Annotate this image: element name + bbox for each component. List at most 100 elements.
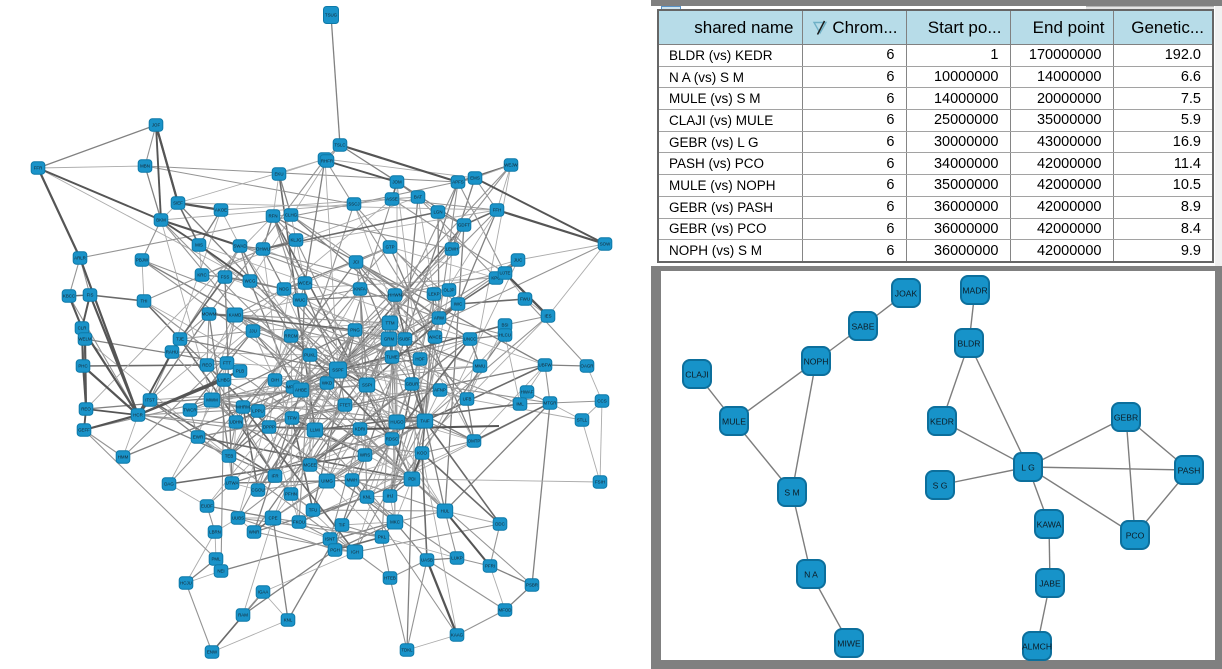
- svg-text:HCJU: HCJU: [180, 581, 192, 586]
- svg-text:FTET: FTET: [340, 403, 351, 408]
- svg-text:PLB: PLB: [236, 369, 244, 374]
- svg-text:LEKP: LEKP: [428, 292, 439, 297]
- svg-text:AKOE: AKOE: [215, 208, 227, 213]
- svg-text:NOPH: NOPH: [804, 357, 829, 367]
- svg-text:MHRM: MHRM: [236, 405, 250, 410]
- svg-text:LGN: LGN: [433, 210, 442, 215]
- svg-text:EKU: EKU: [274, 172, 283, 177]
- svg-text:MFOD: MFOD: [499, 608, 512, 613]
- svg-text:FFH: FFH: [493, 208, 502, 213]
- svg-text:FFR: FFR: [34, 166, 43, 171]
- svg-text:L G: L G: [1021, 463, 1035, 473]
- svg-text:HHWN: HHWN: [388, 293, 402, 298]
- svg-text:PUKL: PUKL: [304, 353, 316, 358]
- svg-text:TSLC: TSLC: [334, 143, 345, 148]
- svg-text:PHC: PHC: [78, 364, 87, 369]
- svg-text:BKM: BKM: [156, 218, 166, 223]
- svg-text:BLDR: BLDR: [958, 339, 981, 349]
- svg-text:UASB: UASB: [421, 558, 433, 563]
- svg-text:JJU: JJU: [249, 329, 257, 334]
- svg-text:SOW: SOW: [600, 242, 611, 247]
- svg-text:LLMI: LLMI: [310, 428, 320, 433]
- svg-text:FSS: FSS: [221, 275, 230, 280]
- svg-text:KLJG: KLJG: [291, 238, 303, 243]
- svg-text:LPPU: LPPU: [252, 409, 263, 414]
- svg-text:MULE: MULE: [722, 417, 746, 427]
- svg-text:GRM: GRM: [384, 337, 395, 342]
- svg-text:GEBR: GEBR: [1114, 413, 1138, 423]
- svg-text:KNL: KNL: [284, 618, 293, 623]
- svg-text:OAGR: OAGR: [581, 364, 594, 369]
- svg-text:HUGO: HUGO: [390, 420, 404, 425]
- svg-text:PKL: PKL: [378, 535, 387, 540]
- svg-text:SSCJ: SSCJ: [348, 202, 359, 207]
- svg-text:PASH: PASH: [1178, 466, 1201, 476]
- svg-text:LUKP: LUKP: [451, 556, 463, 561]
- svg-text:SUBF: SUBF: [399, 337, 411, 342]
- svg-text:JOM: JOM: [392, 180, 402, 185]
- svg-text:UBFW: UBFW: [539, 363, 553, 368]
- svg-text:WRS: WRS: [360, 453, 370, 458]
- svg-text:PCO: PCO: [1126, 531, 1145, 541]
- svg-text:TJE: TJE: [176, 337, 184, 342]
- svg-text:KBCC: KBCC: [63, 294, 75, 299]
- svg-text:CCS: CCS: [597, 399, 606, 404]
- svg-text:OHWU: OHWU: [256, 247, 270, 252]
- svg-text:TTM: TTM: [385, 321, 394, 326]
- svg-text:FTT: FTT: [223, 361, 231, 366]
- svg-text:CLHG: CLHG: [285, 213, 298, 218]
- svg-text:MBN: MBN: [140, 164, 150, 169]
- svg-text:WUC: WUC: [295, 298, 306, 303]
- svg-text:KDRI: KDRI: [355, 427, 366, 432]
- svg-text:HUL: HUL: [441, 509, 450, 514]
- svg-text:DAG: DAG: [164, 482, 174, 487]
- svg-text:FIS: FIS: [87, 293, 94, 298]
- svg-text:S G: S G: [933, 481, 948, 491]
- svg-text:HCR: HCR: [133, 413, 143, 418]
- svg-text:BSI: BSI: [501, 323, 508, 328]
- svg-text:TIF: TIF: [339, 523, 346, 528]
- svg-text:CGOU: CGOU: [251, 488, 264, 493]
- svg-text:LBRN: LBRN: [209, 530, 221, 535]
- svg-text:TSUG: TSUG: [325, 13, 338, 18]
- svg-text:IHJ: IHJ: [387, 494, 394, 499]
- svg-text:DIH: DIH: [271, 378, 279, 383]
- svg-text:IGH: IGH: [351, 550, 359, 555]
- svg-text:IWC: IWC: [454, 302, 463, 307]
- svg-text:REO: REO: [81, 407, 91, 412]
- svg-text:FSIH: FSIH: [595, 480, 605, 485]
- svg-text:WEJW: WEJW: [504, 163, 518, 168]
- svg-text:AHBE: AHBE: [295, 388, 307, 393]
- svg-text:MOWM: MOWM: [202, 312, 217, 317]
- svg-text:KNL: KNL: [363, 495, 372, 500]
- svg-text:HOF: HOF: [415, 357, 425, 362]
- svg-text:PML: PML: [211, 557, 221, 562]
- svg-text:PDI: PDI: [408, 477, 415, 482]
- svg-text:KPO: KPO: [491, 276, 501, 281]
- svg-text:PBJW: PBJW: [136, 258, 149, 263]
- svg-text:TLME: TLME: [386, 355, 398, 360]
- svg-text:UDHN: UDHN: [230, 420, 243, 425]
- svg-text:APFS: APFS: [452, 180, 464, 185]
- svg-text:PGH: PGH: [330, 548, 340, 553]
- svg-text:KAMD: KAMD: [229, 313, 242, 318]
- svg-text:GTP: GTP: [385, 245, 394, 250]
- svg-text:GBUR: GBUR: [406, 382, 419, 387]
- svg-text:MTGR: MTGR: [544, 401, 557, 406]
- svg-text:RAM: RAM: [238, 613, 248, 618]
- svg-text:RDSC: RDSC: [386, 437, 398, 442]
- svg-text:IML: IML: [516, 402, 524, 407]
- svg-text:HMM: HMM: [118, 455, 129, 460]
- svg-text:ALMCH: ALMCH: [1022, 642, 1052, 652]
- svg-text:IGAA: IGAA: [258, 590, 269, 595]
- svg-text:KOO: KOO: [417, 451, 427, 456]
- svg-text:WACE: WACE: [428, 335, 441, 340]
- svg-text:WCEA: WCEA: [298, 281, 311, 286]
- svg-text:S M: S M: [784, 488, 799, 498]
- svg-text:MIWE: MIWE: [837, 639, 861, 649]
- svg-text:GEFF: GEFF: [78, 428, 90, 433]
- svg-text:JUC: JUC: [514, 258, 523, 263]
- svg-text:BAT: BAT: [414, 195, 423, 200]
- svg-text:TWCR: TWCR: [183, 408, 196, 413]
- svg-text:PNG: PNG: [350, 328, 360, 333]
